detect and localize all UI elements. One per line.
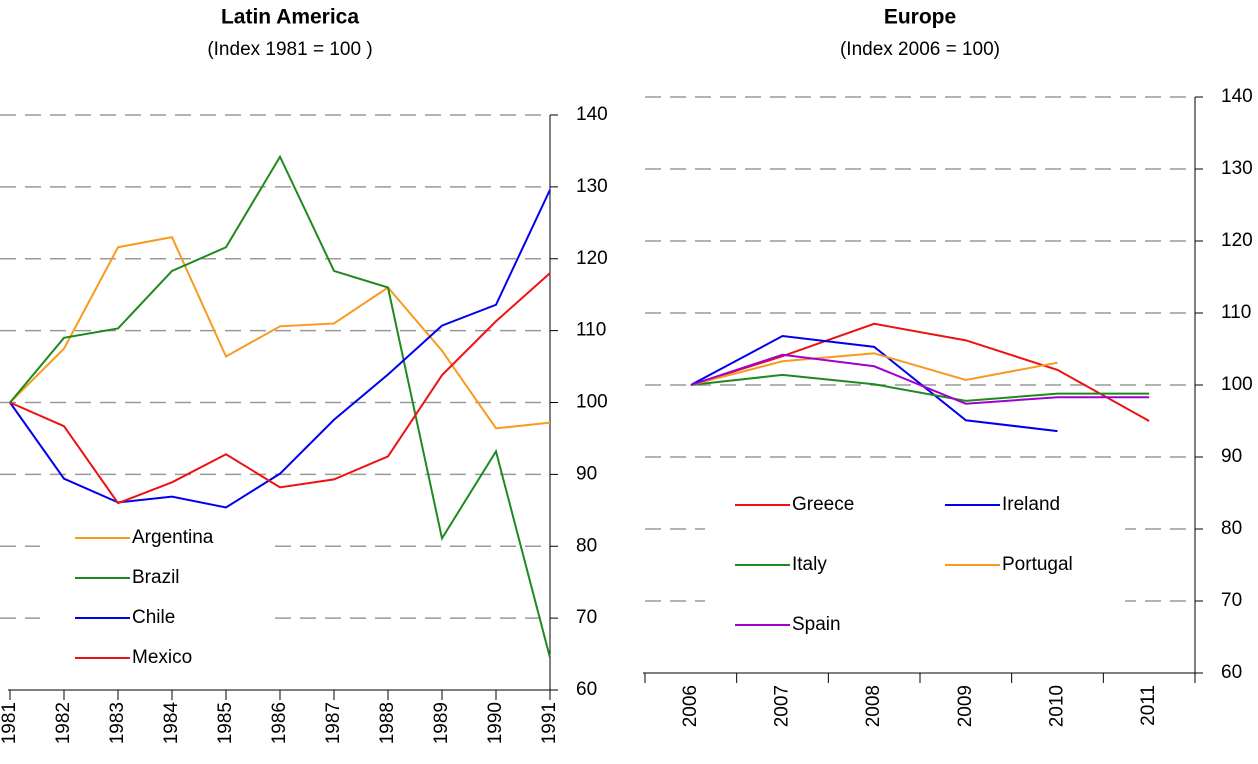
y-tick-label: 70 <box>1221 590 1242 611</box>
x-tick-label: 2008 <box>863 685 884 727</box>
legend-background <box>40 520 275 675</box>
chart-title: Europe <box>884 6 956 29</box>
x-tick-label: 1985 <box>215 702 236 744</box>
chart-subtitle: (Index 1981 = 100 ) <box>207 39 372 60</box>
x-tick-label: 2006 <box>680 685 701 727</box>
y-tick-label: 130 <box>576 176 608 197</box>
series-line <box>690 373 1150 402</box>
x-tick-label: 1986 <box>269 702 290 744</box>
x-tick-label: 1983 <box>107 702 128 744</box>
y-tick-label: 120 <box>1221 230 1253 251</box>
legend-label: Argentina <box>132 527 214 548</box>
series-line <box>9 272 551 505</box>
legend-label: Italy <box>792 554 827 575</box>
y-tick-label: 90 <box>1221 446 1242 467</box>
legend-label: Portugal <box>1002 554 1073 575</box>
legend-label: Ireland <box>1002 494 1060 515</box>
y-tick-label: 110 <box>576 320 606 341</box>
series-line <box>9 154 551 658</box>
x-tick-label: 1989 <box>431 702 452 744</box>
x-tick-label: 1987 <box>323 702 344 744</box>
y-tick-label: 60 <box>576 679 597 700</box>
legend-label: Greece <box>792 494 854 515</box>
x-tick-label: 1982 <box>53 702 74 744</box>
legend-label: Spain <box>792 614 841 635</box>
series-line <box>690 352 1058 386</box>
x-tick-label: 2011 <box>1138 685 1159 726</box>
series-line <box>690 353 1150 405</box>
x-tick-label: 1981 <box>0 702 20 744</box>
x-tick-label: 2007 <box>772 685 793 727</box>
series-line <box>690 322 1150 422</box>
series-line <box>690 335 1058 433</box>
y-tick-label: 110 <box>1221 302 1251 323</box>
x-tick-label: 2009 <box>955 685 976 727</box>
y-tick-label: 100 <box>576 392 608 413</box>
y-tick-label: 60 <box>1221 662 1242 683</box>
y-tick-label: 90 <box>576 463 597 484</box>
x-tick-label: 1991 <box>539 702 560 744</box>
y-tick-label: 130 <box>1221 158 1253 179</box>
series-line <box>9 189 551 509</box>
y-tick-label: 140 <box>1221 86 1253 107</box>
y-tick-label: 140 <box>576 104 608 125</box>
legend-label: Chile <box>132 607 175 628</box>
y-tick-label: 120 <box>576 248 608 269</box>
y-tick-label: 80 <box>1221 518 1242 539</box>
x-tick-label: 1990 <box>485 702 506 744</box>
x-tick-label: 1984 <box>161 702 182 745</box>
legend-label: Mexico <box>132 647 192 668</box>
x-tick-label: 2010 <box>1047 685 1068 727</box>
chart-subtitle: (Index 2006 = 100) <box>840 39 1000 60</box>
y-tick-label: 100 <box>1221 374 1253 395</box>
y-tick-label: 80 <box>576 535 597 556</box>
legend-label: Brazil <box>132 567 180 588</box>
series-line <box>9 236 551 430</box>
chart-title: Latin America <box>221 6 359 29</box>
x-tick-label: 1988 <box>377 702 398 744</box>
y-tick-label: 70 <box>576 607 597 628</box>
